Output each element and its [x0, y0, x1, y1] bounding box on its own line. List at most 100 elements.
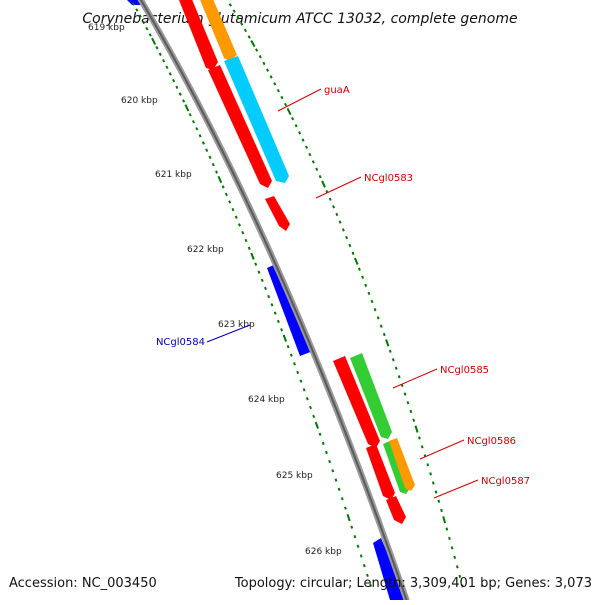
inner-ruler-minor-tick — [309, 405, 312, 410]
tick-label-621: 621 kbp — [155, 170, 192, 180]
gene-label-ncgl0583[interactable]: NCgl0583 — [364, 173, 413, 184]
outer-ruler-minor-tick — [406, 401, 410, 405]
outer-ruler-major-tick — [442, 516, 447, 524]
outer-ruler-minor-tick — [458, 574, 462, 578]
inner-ruler-minor-tick — [244, 238, 248, 243]
tick-label-625: 625 kbp — [276, 471, 313, 481]
outer-ruler-minor-tick — [429, 472, 432, 476]
inner-ruler-major-tick — [314, 421, 319, 429]
outer-ruler-major-tick — [321, 180, 326, 188]
genome-summary-text: Topology: circular; Length: 3,309,401 bp… — [234, 576, 592, 591]
outer-ruler-minor-tick — [426, 463, 430, 467]
outer-ruler-major-tick — [286, 107, 292, 116]
outer-ruler-minor-tick — [453, 555, 457, 559]
outer-ruler-minor-tick — [351, 251, 355, 255]
inner-ruler-minor-tick — [221, 185, 225, 189]
tick-label-623: 623 kbp — [218, 320, 255, 330]
inner-ruler-minor-tick — [175, 85, 179, 90]
inner-ruler-minor-tick — [241, 231, 245, 235]
inner-ruler-minor-tick — [334, 478, 338, 482]
feature-ncgl0586[interactable] — [366, 444, 395, 500]
gene-label-ncgl0584[interactable]: NCgl0584 — [156, 337, 205, 348]
inner-ruler-minor-tick — [257, 270, 261, 274]
inner-ruler-minor-tick — [369, 583, 372, 587]
inner-ruler-minor-tick — [356, 544, 360, 548]
inner-ruler-major-tick — [184, 104, 190, 112]
leader-ncgl0587 — [433, 479, 479, 499]
outer-ruler-major-tick — [353, 257, 359, 265]
outer-ruler-minor-tick — [341, 228, 345, 232]
ruler-labels: 619 kbp 620 kbp 621 kbp 622 kbp 623 kbp … — [88, 23, 342, 557]
outer-ruler-minor-tick — [373, 308, 377, 312]
feature-ncgl0585[interactable] — [333, 356, 380, 448]
inner-ruler-minor-tick — [276, 319, 280, 324]
genome-backbone — [137, 0, 412, 605]
leader-guaA — [277, 88, 322, 112]
inner-ruler-minor-tick — [142, 20, 146, 25]
feature-ncgl0583[interactable] — [265, 196, 290, 231]
outer-ruler-minor-tick — [388, 349, 392, 353]
inner-ruler-minor-tick — [264, 286, 267, 291]
inner-ruler-minor-tick — [208, 155, 212, 160]
outer-ruler-minor-tick — [370, 299, 374, 304]
outer-ruler-minor-tick — [361, 275, 365, 279]
feature-top-red-1[interactable] — [175, 0, 218, 70]
outer-ruler-minor-tick — [258, 55, 262, 59]
inner-ruler-minor-tick — [260, 278, 264, 282]
inner-ruler-minor-tick — [337, 487, 341, 492]
outer-ruler-minor-tick — [345, 235, 349, 240]
outer-ruler-minor-tick — [437, 499, 441, 503]
inner-ruler-minor-tick — [145, 26, 149, 31]
gene-label-guaA[interactable]: guaA — [324, 85, 350, 96]
inner-ruler-minor-tick — [234, 215, 238, 219]
inner-ruler-minor-tick — [350, 525, 354, 529]
inner-ruler-minor-tick — [198, 134, 202, 138]
outer-ruler-minor-tick — [240, 22, 244, 26]
feature-guaA-cog[interactable] — [224, 56, 289, 183]
feature-ncgl0586-cog-orange[interactable] — [389, 438, 415, 491]
inner-ruler-minor-tick — [224, 192, 228, 197]
feature-top-orange[interactable] — [196, 0, 237, 61]
outer-ruler-minor-tick — [420, 445, 424, 449]
gene-label-ncgl0586[interactable]: NCgl0586 — [467, 436, 516, 447]
feature-ncgl0584[interactable] — [267, 264, 313, 356]
outer-ruler-minor-tick — [409, 409, 413, 414]
ruler-outer-dots — [226, 0, 464, 588]
inner-ruler-minor-tick — [138, 14, 142, 18]
outer-ruler-minor-tick — [418, 436, 421, 440]
outer-ruler-minor-tick — [348, 243, 352, 248]
gene-label-ncgl0587[interactable]: NCgl0587 — [481, 476, 530, 487]
inner-ruler-minor-tick — [299, 379, 303, 383]
inner-ruler-minor-tick — [254, 262, 258, 266]
feature-ncgl0585-cog[interactable] — [350, 353, 392, 439]
inner-ruler-minor-tick — [340, 497, 344, 501]
inner-ruler-minor-tick — [359, 554, 363, 558]
inner-ruler-minor-tick — [273, 311, 277, 315]
gene-label-ncgl0585[interactable]: NCgl0585 — [440, 365, 489, 376]
accession-text: Accession: NC_003450 — [9, 576, 157, 591]
outer-ruler-minor-tick — [273, 82, 277, 86]
feature-ncgl0587[interactable] — [386, 496, 406, 524]
inner-ruler-minor-tick — [321, 441, 325, 446]
inner-ruler-major-tick — [346, 513, 351, 522]
outer-ruler-minor-tick — [431, 481, 435, 485]
inner-ruler-minor-tick — [286, 345, 290, 349]
outer-ruler-minor-tick — [232, 9, 236, 13]
inner-ruler-minor-tick — [182, 99, 186, 103]
inner-ruler-minor-tick — [293, 362, 296, 366]
inner-ruler-major-tick — [217, 175, 223, 184]
inner-ruler-minor-tick — [215, 170, 219, 174]
outer-ruler-minor-tick — [328, 197, 332, 201]
inner-ruler-minor-tick — [318, 432, 322, 436]
inner-ruler-minor-tick — [188, 113, 192, 117]
feature-guaA[interactable] — [208, 65, 272, 188]
inner-ruler-minor-tick — [280, 328, 284, 332]
inner-ruler-minor-tick — [165, 65, 169, 70]
inner-ruler-minor-tick — [178, 92, 182, 96]
inner-ruler-minor-tick — [135, 8, 139, 12]
outer-ruler-minor-tick — [335, 212, 339, 217]
inner-ruler-minor-tick — [366, 573, 369, 578]
inner-ruler-minor-tick — [353, 535, 357, 539]
outer-ruler-minor-tick — [382, 332, 386, 337]
